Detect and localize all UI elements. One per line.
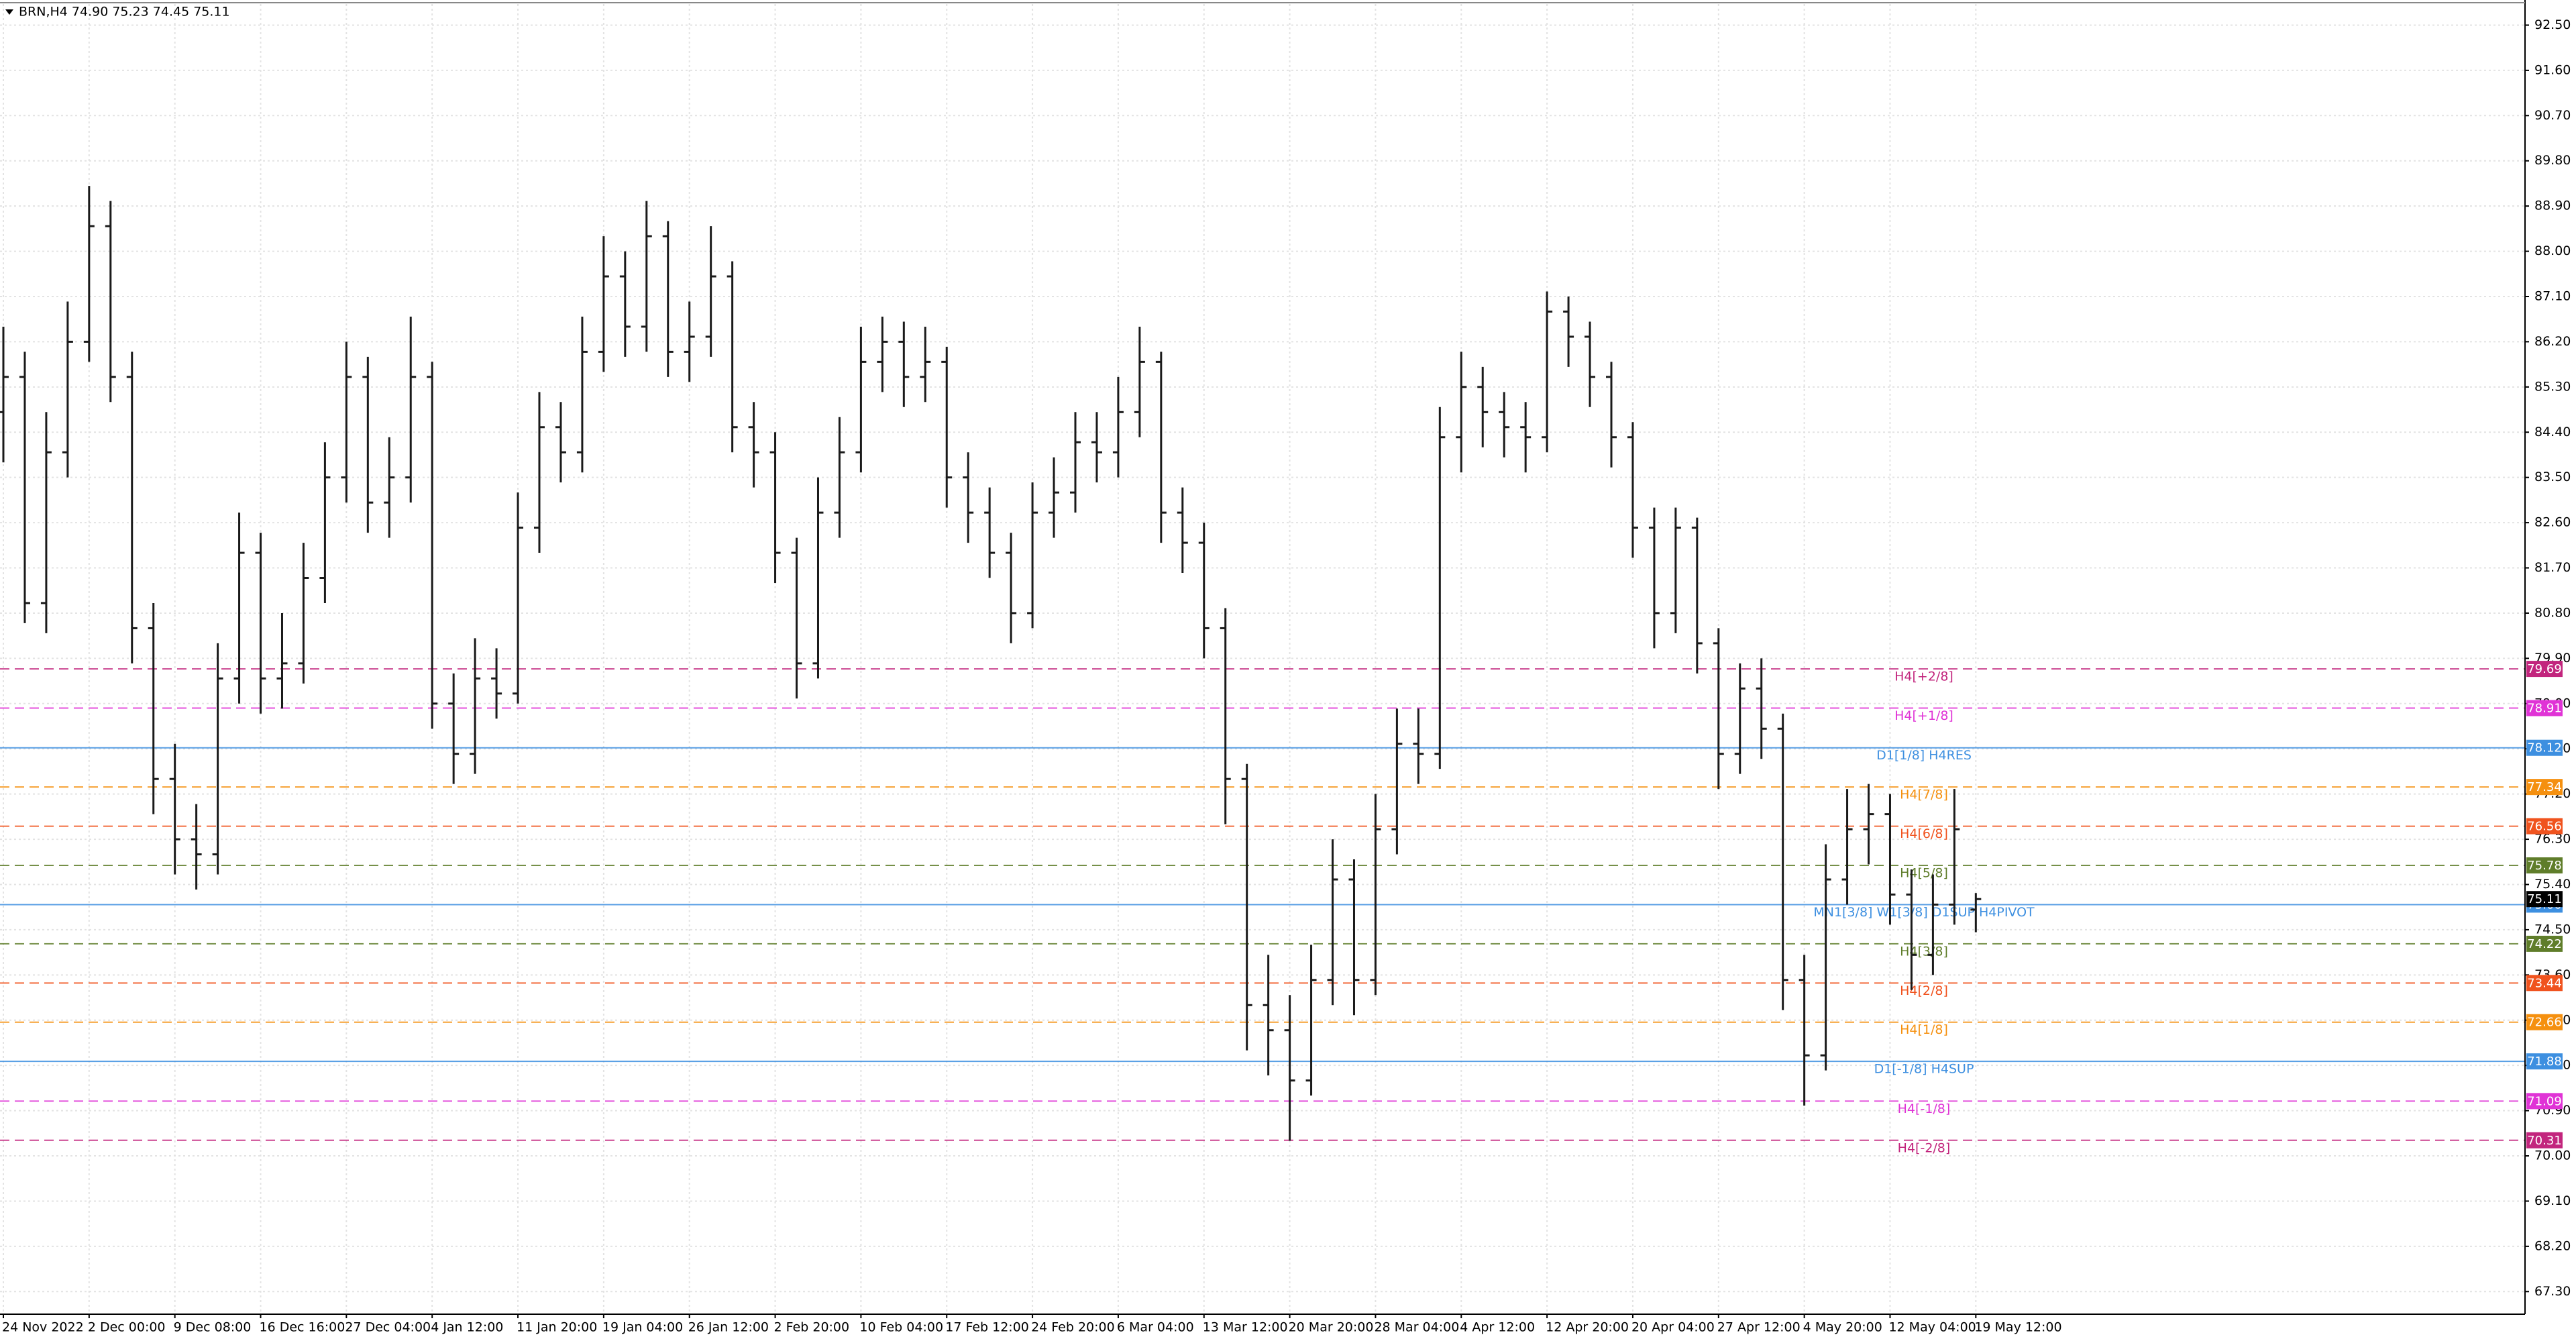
x-tick-label: 20 Apr 04:00 <box>1631 1320 1715 1335</box>
x-tick-label: 6 Mar 04:00 <box>1117 1320 1194 1335</box>
y-tick-label: 87.10 <box>2534 288 2571 303</box>
level-price-box <box>2526 1014 2563 1030</box>
level-price-label: 76.56 <box>2527 820 2562 834</box>
x-tick-label: 12 May 04:00 <box>1888 1320 1976 1335</box>
y-tick-label: 81.70 <box>2534 560 2571 575</box>
y-tick-label: 83.50 <box>2534 470 2571 484</box>
x-tick-label: 13 Mar 12:00 <box>1203 1320 1288 1335</box>
level-price-label: 74.22 <box>2527 937 2562 951</box>
level-label: MN1[3/8] W1[3/8] D1SUP H4PIVOT <box>1813 905 2035 920</box>
x-tick-label: 2 Dec 00:00 <box>88 1320 166 1335</box>
grid <box>0 4 2525 1314</box>
y-tick-label: 76.30 <box>2534 832 2571 847</box>
last-price-label: 75.11 <box>2527 892 2562 906</box>
level-label: H4[-1/8] <box>1898 1102 1951 1116</box>
level-price-label: 75.78 <box>2527 859 2562 873</box>
level-price-box <box>2526 818 2563 835</box>
y-tick-label: 88.90 <box>2534 199 2571 213</box>
x-tick-label: 12 Apr 20:00 <box>1546 1320 1629 1335</box>
x-tick-label: 24 Nov 2022 <box>2 1320 84 1335</box>
y-tick-label: 75.40 <box>2534 877 2571 892</box>
level-label: H4[1/8] <box>1900 1022 1948 1037</box>
x-tick-label: 17 Feb 12:00 <box>945 1320 1029 1335</box>
x-tick-label: 4 Jan 12:00 <box>431 1320 503 1335</box>
x-tick-label: 10 Feb 04:00 <box>859 1320 943 1335</box>
level-price-box <box>2526 1093 2563 1110</box>
x-tick-label: 9 Dec 08:00 <box>174 1320 252 1335</box>
level-price-label: 72.66 <box>2527 1016 2562 1030</box>
y-tick-label: 90.70 <box>2534 108 2571 123</box>
y-tick-label: 82.60 <box>2534 515 2571 530</box>
y-tick-label: 89.80 <box>2534 153 2571 168</box>
x-tick-label: 27 Apr 12:00 <box>1717 1320 1801 1335</box>
x-tick-label: 16 Dec 16:00 <box>260 1320 345 1335</box>
x-tick-label: 2 Feb 20:00 <box>774 1320 850 1335</box>
level-label: D1[1/8] H4RES <box>1876 748 1972 763</box>
level-label: H4[+2/8] <box>1894 670 1953 684</box>
x-tick-label: 27 Dec 04:00 <box>345 1320 431 1335</box>
level-price-box <box>2526 739 2563 756</box>
y-tick-label: 80.80 <box>2534 605 2571 620</box>
level-label: H4[7/8] <box>1900 788 1948 802</box>
bars <box>0 186 1982 1141</box>
x-tick-label: 26 Jan 12:00 <box>688 1320 769 1335</box>
level-price-label: 71.88 <box>2527 1055 2562 1069</box>
x-tick-label: 19 Jan 04:00 <box>602 1320 683 1335</box>
level-price-box <box>2526 1053 2563 1070</box>
level-label: H4[5/8] <box>1900 866 1948 881</box>
y-tick-label: 84.40 <box>2534 425 2571 439</box>
chart-title: BRN,H4 74.90 75.23 74.45 75.11 <box>19 5 230 19</box>
x-tick-label: 11 Jan 20:00 <box>517 1320 597 1335</box>
level-price-box <box>2526 661 2563 678</box>
y-tick-label: 74.50 <box>2534 922 2571 936</box>
y-tick-label: 85.30 <box>2534 379 2571 394</box>
x-tick-label: 4 May 20:00 <box>1803 1320 1882 1335</box>
last-price-box <box>2526 891 2563 908</box>
level-price-box <box>2526 975 2563 992</box>
level-price-label: 73.44 <box>2527 976 2562 990</box>
menu-arrow[interactable] <box>5 9 13 15</box>
x-tick-label: 4 Apr 12:00 <box>1460 1320 1535 1335</box>
level-price-label: 78.12 <box>2527 741 2562 755</box>
y-tick-label: 86.20 <box>2534 334 2571 349</box>
level-price-box <box>2526 779 2563 796</box>
level-price-label: 71.09 <box>2527 1094 2562 1108</box>
level-price-label: 79.69 <box>2527 662 2562 676</box>
level-price-box <box>2526 1132 2563 1148</box>
level-label: H4[6/8] <box>1900 826 1948 841</box>
level-price-label: 77.34 <box>2527 780 2562 794</box>
level-label: H4[3/8] <box>1900 944 1948 959</box>
level-price-label: 78.91 <box>2527 702 2562 716</box>
y-tick-label: 68.20 <box>2534 1238 2571 1253</box>
y-tick-label: 70.00 <box>2534 1148 2571 1163</box>
level-label: H4[-2/8] <box>1898 1140 1951 1155</box>
y-tick-label: 91.60 <box>2534 62 2571 77</box>
levels: H4[+2/8] H4[+1/8] D1[1/8] H4RES H4[7/8] H4[6… <box>0 668 2525 1155</box>
y-tick-label: 92.50 <box>2534 17 2571 32</box>
y-tick-label: 67.30 <box>2534 1284 2571 1299</box>
x-tick-label: 24 Feb 20:00 <box>1031 1320 1115 1335</box>
y-tick-label: 88.00 <box>2534 244 2571 258</box>
y-tick-label: 69.10 <box>2534 1193 2571 1208</box>
x-tick-label: 19 May 12:00 <box>1974 1320 2061 1335</box>
x-tick-label: 20 Mar 20:00 <box>1289 1320 1374 1335</box>
axes: 67.3068.2069.1070.0070.9071.8072.7073.60… <box>2 17 2571 1335</box>
level-label: D1[-1/8] H4SUP <box>1874 1062 1974 1077</box>
level-label: H4[2/8] <box>1900 983 1948 998</box>
level-price-box <box>2526 700 2563 716</box>
level-price-box <box>2526 935 2563 952</box>
level-price-box <box>2526 857 2563 874</box>
x-tick-label: 28 Mar 04:00 <box>1374 1320 1459 1335</box>
level-label: H4[+1/8] <box>1894 708 1953 723</box>
level-price-label: 70.31 <box>2527 1134 2562 1148</box>
